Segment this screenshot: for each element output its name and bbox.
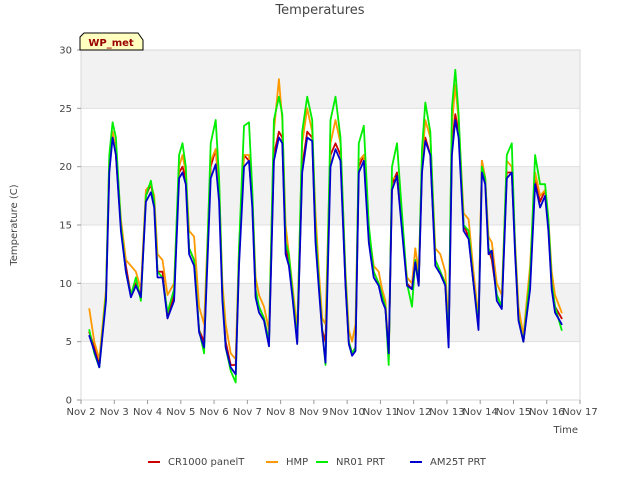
series-line-am25t-prt	[88, 119, 563, 376]
x-tick-label: Nov 4	[133, 407, 162, 418]
x-tick-label: Nov 13	[429, 407, 464, 418]
legend-label: HMP	[286, 457, 308, 468]
x-tick-label: Nov 10	[329, 407, 364, 418]
y-tick-label: 25	[59, 104, 72, 115]
legend-label: AM25T PRT	[430, 457, 487, 468]
y-axis-label: Temperature (C)	[9, 184, 20, 266]
band-5-10	[81, 283, 580, 342]
y-tick-label: 10	[59, 279, 72, 290]
x-tick-label: Nov 9	[299, 407, 328, 418]
band-25-30	[81, 50, 580, 109]
x-tick-label: Nov 8	[266, 407, 295, 418]
y-tick-label: 20	[59, 162, 72, 173]
legend-label: NR01 PRT	[336, 457, 386, 468]
x-tick-label: Nov 7	[233, 407, 262, 418]
x-tick-label: Nov 3	[100, 407, 129, 418]
x-tick-label: Nov 5	[166, 407, 195, 418]
x-tick-label: Nov 11	[363, 407, 398, 418]
badge-label: WP_met	[88, 38, 134, 49]
badge-shape	[79, 32, 144, 51]
legend-label: CR1000 panelT	[168, 457, 245, 468]
series-lines	[88, 68, 563, 384]
x-tick-label: Nov 15	[496, 407, 531, 418]
station-badge: WP_met	[79, 32, 144, 51]
y-tick-label: 30	[59, 46, 72, 57]
x-tick-label: Nov 2	[66, 407, 95, 418]
x-tick-label: Nov 6	[200, 407, 229, 418]
x-tick-label: Nov 12	[396, 407, 431, 418]
x-tick-label: Nov 16	[529, 407, 564, 418]
y-axis-ticks: 0 5 10 15 20 25 30	[59, 46, 81, 407]
x-tick-label: Nov 14	[462, 407, 497, 418]
chart-title: Temperatures	[274, 3, 364, 18]
y-tick-label: 0	[66, 396, 72, 407]
chart-legend: CR1000 panelT HMP NR01 PRT AM25T PRT	[148, 457, 487, 468]
x-axis-ticks: Nov 2 Nov 3 Nov 4 Nov 5 Nov 6 Nov 7 Nov 8 Nov 9…	[66, 400, 598, 418]
x-tick-label: Nov 17	[562, 407, 597, 418]
band-0-5	[81, 341, 580, 400]
y-tick-label: 15	[59, 221, 72, 232]
y-tick-label: 5	[66, 337, 72, 348]
x-axis-label: Time	[553, 425, 578, 436]
